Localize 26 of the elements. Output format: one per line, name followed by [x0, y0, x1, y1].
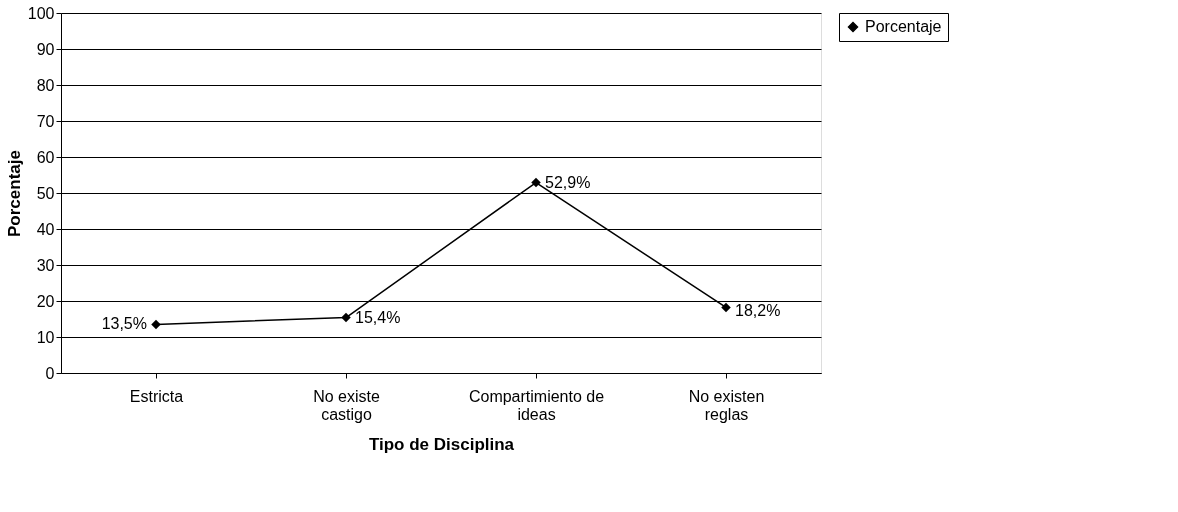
x-tick-label: No existe castigo	[313, 387, 380, 423]
point	[721, 302, 731, 313]
y-tick-label: 70	[36, 112, 55, 130]
data-label: 18,2%	[735, 302, 781, 320]
y-tick-label: 20	[36, 292, 55, 310]
y-tick-label: 0	[45, 364, 55, 382]
data-label: 13,5%	[101, 315, 147, 333]
y-tick-label: 50	[36, 184, 55, 202]
point	[151, 319, 161, 330]
y-axis-title: Porcentaje	[4, 150, 24, 237]
data-label: 15,4%	[355, 308, 401, 326]
y-tick-label: 40	[36, 220, 55, 238]
point	[531, 177, 541, 188]
x-tick-label: Compartimiento de ideas	[468, 387, 605, 423]
y-tick-label: 90	[36, 40, 55, 58]
x-axis-title: Tipo de Disciplina	[368, 434, 515, 454]
y-tick-label: 80	[36, 76, 55, 94]
point	[341, 312, 351, 323]
data-label: 52,9%	[545, 173, 591, 191]
y-tick-label: 10	[36, 328, 55, 346]
y-tick-label: 60	[36, 148, 55, 166]
x-tick-label: No existen reglas	[688, 387, 765, 423]
x-tick-label: Estricta	[129, 387, 184, 405]
y-tick-label: 30	[36, 256, 55, 274]
y-tick-label: 100	[27, 4, 55, 22]
legend-label: Porcentaje	[865, 18, 942, 35]
